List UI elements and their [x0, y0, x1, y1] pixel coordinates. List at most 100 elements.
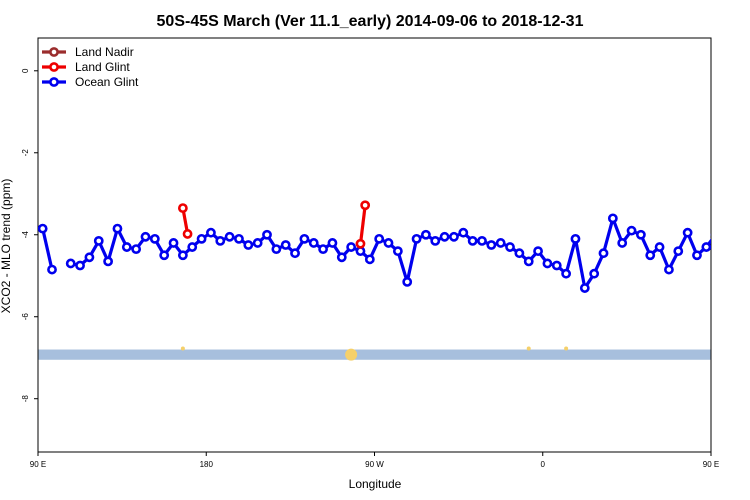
point-ocean-glint: [140, 231, 151, 242]
legend-label-ocean-glint: Ocean Glint: [75, 75, 139, 89]
point-ocean-glint: [159, 250, 170, 261]
point-ocean-glint: [514, 248, 525, 259]
legend-marker-ocean-glint: [49, 77, 59, 87]
point-ocean-glint: [84, 252, 95, 263]
point-ocean-glint: [458, 227, 469, 238]
point-ocean-glint: [318, 244, 328, 254]
x-tick-label: 90 E: [703, 460, 719, 469]
point-ocean-glint: [206, 227, 216, 238]
point-ocean-glint: [187, 242, 198, 252]
point-ocean-glint: [271, 244, 282, 254]
point-ocean-glint: [579, 283, 590, 293]
point-ocean-glint: [103, 256, 114, 267]
point-ocean-glint: [112, 223, 123, 234]
point-ocean-glint: [477, 236, 487, 246]
point-ocean-glint: [224, 231, 235, 242]
legend-marker-land-nadir: [49, 47, 59, 57]
point-ocean-glint: [280, 240, 291, 250]
x-tick-label: 90 E: [30, 460, 46, 469]
point-ocean-glint: [430, 236, 441, 246]
point-ocean-glint: [570, 233, 581, 244]
point-ocean-glint: [561, 268, 572, 279]
point-ocean-glint: [290, 248, 300, 259]
point-ocean-glint: [121, 242, 132, 252]
point-ocean-glint: [149, 233, 160, 244]
point-ocean-glint: [402, 276, 413, 287]
point-ocean-glint: [607, 213, 618, 224]
point-ocean-glint: [635, 229, 646, 240]
point-ocean-glint: [252, 238, 263, 248]
series-line-land-glint: [358, 205, 367, 244]
point-ocean-glint: [523, 256, 534, 267]
x-tick-label: 90 W: [365, 460, 384, 469]
point-ocean-glint: [710, 233, 711, 237]
reference-band: [38, 349, 711, 360]
point-ocean-glint: [598, 248, 609, 259]
point-ocean-glint: [740, 260, 747, 267]
band-mark: [564, 346, 569, 351]
point-ocean-glint: [664, 264, 674, 275]
point-ocean-glint: [486, 240, 497, 250]
point-ocean-glint: [327, 238, 338, 248]
point-ocean-glint: [682, 227, 693, 238]
point-ocean-glint: [721, 225, 728, 232]
y-tick-label: -2: [21, 149, 30, 157]
band-mark: [526, 346, 531, 351]
point-ocean-glint: [299, 233, 310, 244]
point-ocean-glint: [168, 238, 179, 248]
point-ocean-glint: [731, 266, 738, 273]
point-ocean-glint: [411, 233, 422, 244]
point-ocean-glint: [38, 223, 48, 234]
point-ocean-glint: [495, 238, 506, 248]
band-mark: [180, 346, 185, 351]
point-land-glint: [360, 200, 371, 211]
point-ocean-glint: [336, 252, 347, 263]
point-ocean-glint: [374, 233, 385, 244]
point-land-glint: [355, 238, 366, 249]
plot-area: 0 -2 -4 -6 -8 90 E 180 90 W 0 90 E: [21, 37, 747, 469]
point-ocean-glint: [75, 260, 85, 271]
x-tick-label: 180: [200, 460, 214, 469]
point-ocean-glint: [589, 268, 600, 279]
series-line-ocean-glint: [41, 228, 54, 270]
point-ocean-glint: [308, 238, 319, 248]
point-ocean-glint: [47, 264, 57, 275]
point-ocean-glint: [65, 258, 76, 269]
y-tick-label: -8: [21, 395, 30, 403]
y-axis-label: XCO2 - MLO trend (ppm): [0, 179, 13, 314]
y-tick-label: -6: [21, 313, 30, 321]
point-ocean-glint: [262, 229, 272, 240]
chart-title: 50S-45S March (Ver 11.1_early) 2014-09-0…: [157, 13, 584, 30]
y-tick-label: 0: [21, 68, 30, 73]
point-ocean-glint: [617, 238, 628, 248]
point-ocean-glint: [196, 233, 207, 244]
series-layer: [38, 200, 747, 293]
point-ocean-glint: [701, 242, 711, 252]
point-ocean-glint: [392, 246, 403, 257]
point-land-glint: [177, 203, 188, 214]
point-ocean-glint: [131, 244, 142, 254]
point-land-glint: [182, 229, 193, 239]
point-ocean-glint: [505, 242, 515, 252]
point-ocean-glint: [673, 246, 684, 257]
legend-marker-land-glint: [49, 62, 59, 72]
point-ocean-glint: [645, 250, 656, 261]
point-ocean-glint: [467, 236, 478, 246]
point-ocean-glint: [542, 258, 553, 269]
point-ocean-glint: [177, 250, 188, 261]
point-ocean-glint: [243, 240, 254, 250]
point-ocean-glint: [626, 225, 637, 236]
point-ocean-glint: [234, 233, 244, 244]
point-ocean-glint: [439, 231, 450, 242]
point-ocean-glint: [449, 231, 459, 242]
x-axis-label: Longitude: [349, 477, 402, 491]
legend-label-land-glint: Land Glint: [75, 60, 130, 74]
point-ocean-glint: [93, 236, 104, 246]
point-ocean-glint: [364, 254, 375, 265]
band-mark: [345, 348, 358, 361]
y-tick-label: -4: [21, 231, 30, 239]
x-tick-label: 0: [541, 460, 546, 469]
point-ocean-glint: [383, 238, 394, 248]
